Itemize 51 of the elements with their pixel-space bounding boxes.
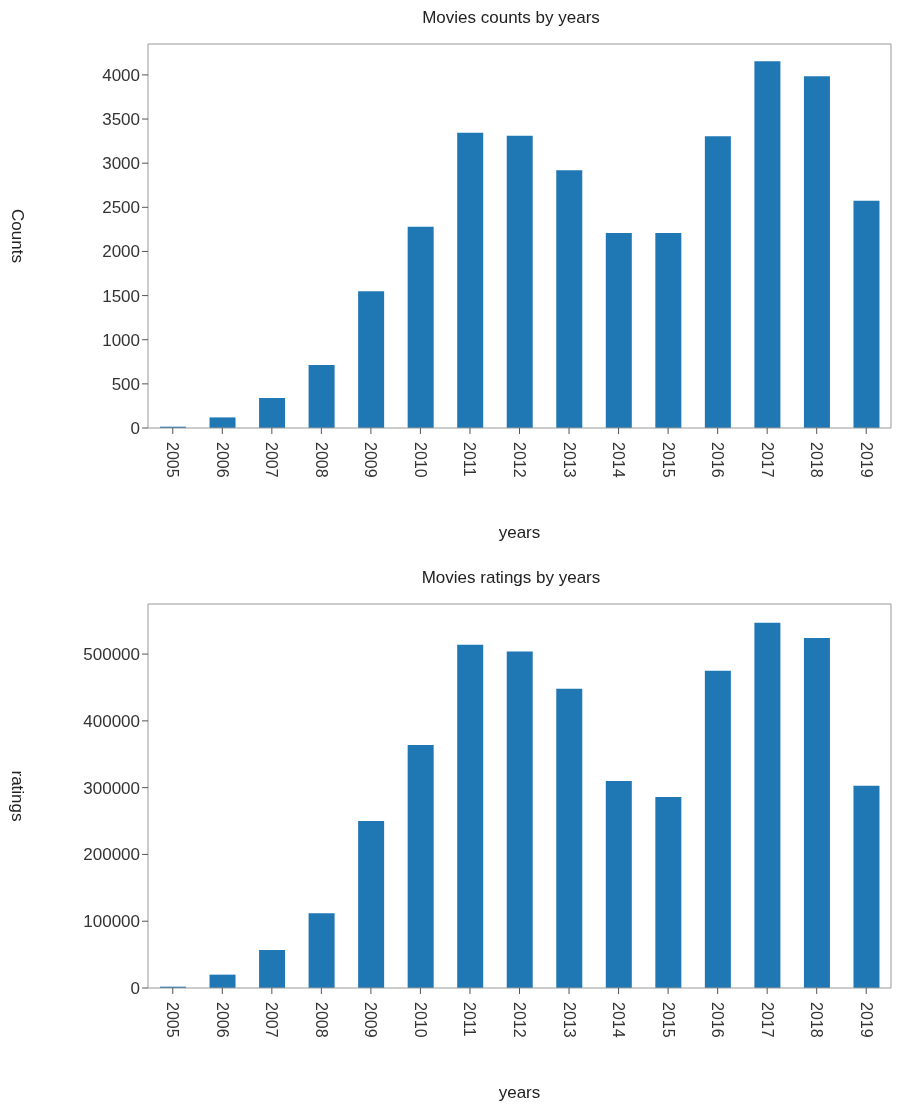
- x-tick-label: 2012: [511, 1002, 528, 1038]
- chart-title: Movies ratings by years: [420, 568, 602, 589]
- x-tick-label: 2017: [758, 442, 776, 478]
- x-tick-label: 2011: [461, 1002, 479, 1037]
- y-tick-label: 500000: [83, 645, 140, 665]
- x-tick-label: 2014: [610, 442, 628, 478]
- x-axis-title: years: [498, 1083, 541, 1102]
- x-tick-label: 2011: [461, 442, 479, 477]
- x-axis-title: years: [498, 523, 541, 542]
- y-tick-label: 300000: [83, 778, 140, 798]
- x-tick-label: 2019: [857, 1002, 875, 1038]
- x-tick-label: 2006: [213, 1002, 231, 1038]
- x-tick-label: 2009: [362, 1002, 380, 1038]
- x-tick-label: 2016: [709, 442, 727, 478]
- x-tick-label: 2014: [610, 1002, 628, 1038]
- y-tick-label: 100000: [83, 912, 140, 932]
- x-tick-label: 2009: [362, 442, 380, 478]
- x-tick-label: 2013: [560, 442, 578, 478]
- x-tick-label: 2010: [411, 1002, 429, 1038]
- x-tick-label: 2013: [560, 1002, 578, 1038]
- x-tick-label: 2019: [857, 442, 875, 478]
- y-tick-label: 0: [130, 979, 140, 999]
- y-tick-label: 1000: [102, 330, 140, 350]
- x-tick-label: 2007: [263, 1002, 281, 1038]
- x-tick-label: 2016: [709, 1002, 727, 1038]
- x-tick-label: 2008: [312, 442, 330, 478]
- x-tick-label: 2008: [312, 1002, 330, 1038]
- y-tick-label: 3000: [102, 154, 140, 174]
- x-tick-label: 2017: [758, 1002, 776, 1038]
- x-tick-label: 2005: [164, 1002, 182, 1038]
- x-tick-label: 2006: [213, 442, 231, 478]
- y-tick-label: 2500: [102, 198, 140, 218]
- x-tick-label: 2005: [164, 442, 182, 478]
- y-tick-label: 200000: [83, 845, 140, 865]
- chart-title: Movies counts by years: [421, 8, 601, 29]
- x-tick-label: 2015: [659, 1002, 677, 1038]
- x-tick-label: 2010: [411, 442, 429, 478]
- y-tick-label: 0: [130, 419, 140, 439]
- y-tick-label: 3500: [102, 110, 140, 130]
- x-tick-label: 2015: [659, 442, 677, 478]
- x-tick-label: 2012: [511, 442, 528, 478]
- y-axis-title: Counts: [7, 209, 27, 263]
- y-axis-title: ratings: [7, 770, 27, 822]
- x-tick-label: 2018: [808, 1002, 826, 1038]
- y-tick-label: 2000: [102, 242, 140, 262]
- x-tick-label: 2018: [808, 442, 826, 478]
- y-tick-label: 500: [111, 374, 140, 394]
- y-tick-label: 1500: [102, 286, 140, 306]
- y-tick-label: 4000: [102, 65, 140, 85]
- y-tick-label: 400000: [83, 711, 140, 731]
- x-tick-label: 2007: [263, 442, 281, 478]
